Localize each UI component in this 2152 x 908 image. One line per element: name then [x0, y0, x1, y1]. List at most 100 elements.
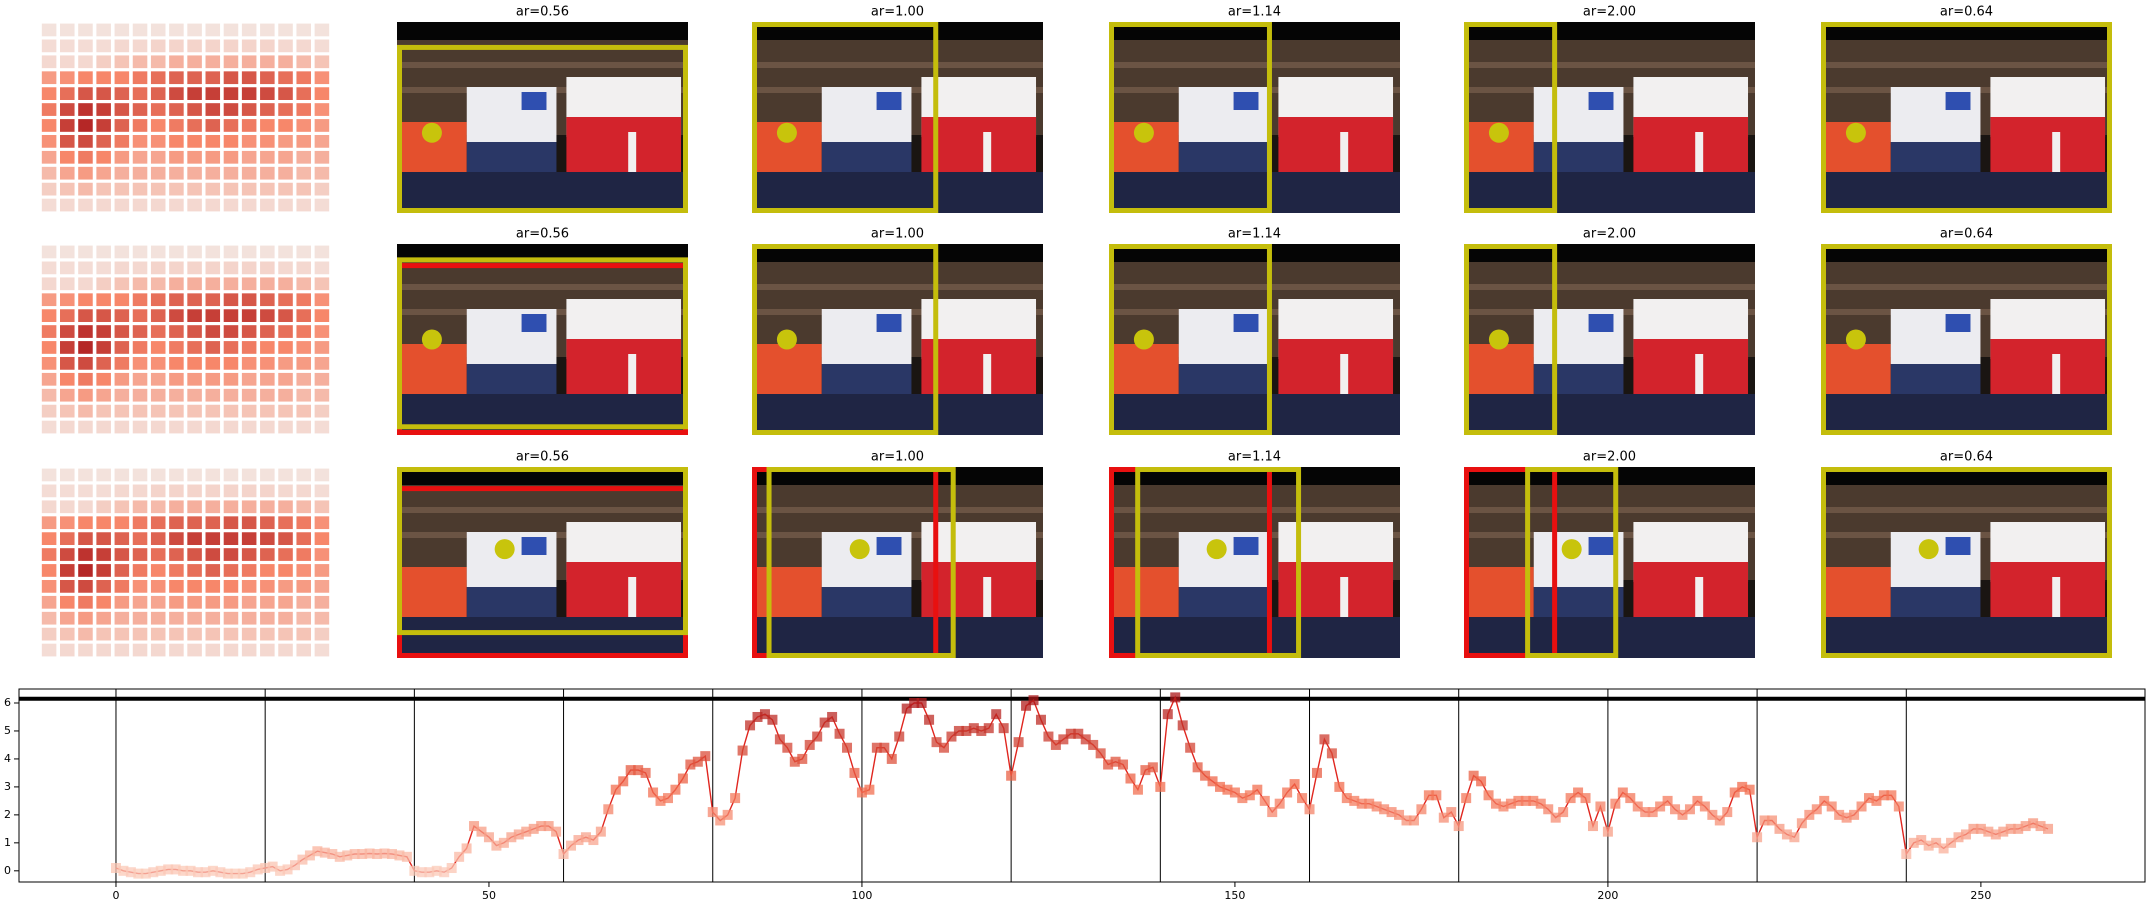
heatmap-cell: [187, 627, 202, 641]
heatmap-cell: [314, 182, 330, 196]
heatmap-cell: [96, 627, 111, 641]
heatmap-cell: [278, 643, 293, 657]
score-marker: [1871, 795, 1882, 806]
heatmap-cell: [278, 420, 293, 434]
score-marker: [1849, 809, 1860, 820]
focus-point: [1488, 122, 1509, 143]
heatmap-cell: [41, 420, 57, 434]
score-marker: [110, 863, 121, 874]
heatmap-cell: [41, 135, 57, 148]
score-marker: [976, 725, 987, 736]
heatmap-cell: [96, 611, 111, 625]
score-marker: [1274, 798, 1285, 809]
heatmap-cell: [187, 516, 202, 530]
heatmap-cell: [205, 182, 221, 196]
heatmap-cell: [278, 150, 293, 164]
heatmap-cell: [41, 484, 57, 498]
score-marker: [1647, 807, 1658, 818]
heatmap-cell: [205, 293, 221, 307]
heatmap-cell: [260, 372, 275, 386]
heatmap-cell: [296, 484, 311, 498]
heatmap-cell: [41, 548, 57, 561]
score-marker: [1229, 787, 1240, 798]
score-marker: [1423, 790, 1434, 801]
score-marker: [946, 731, 957, 742]
heatmap-cell: [241, 611, 257, 625]
heatmap-cell: [187, 39, 202, 53]
heatmap-cell: [150, 150, 166, 164]
heatmap-cell: [278, 309, 293, 322]
panel-title: ar=2.00: [1583, 227, 1636, 242]
heatmap-cell: [296, 261, 311, 275]
panel-title: ar=0.56: [516, 450, 569, 465]
score-marker: [193, 867, 204, 878]
heatmap-cell: [150, 71, 166, 85]
score-marker: [1006, 770, 1017, 781]
heatmap-cell: [132, 500, 148, 514]
heatmap-cell: [150, 548, 166, 561]
heatmap-cell: [314, 166, 330, 180]
heatmap-cell: [205, 309, 221, 322]
heatmap-cell: [60, 23, 75, 37]
heatmap-cell: [60, 103, 75, 116]
heatmap-cell: [132, 372, 148, 386]
heatmap-cell: [260, 388, 275, 402]
panel-title: ar=1.00: [871, 227, 924, 242]
score-marker: [2013, 823, 2024, 834]
score-marker: [737, 745, 748, 756]
heatmap-cell: [296, 388, 311, 402]
score-marker: [1916, 835, 1927, 846]
heatmap-cell: [223, 388, 239, 402]
heatmap-cell: [260, 87, 275, 100]
heatmap-cell: [150, 357, 166, 370]
photo: [1821, 467, 2112, 658]
heatmap-cell: [96, 293, 111, 307]
heatmap-cell: [241, 277, 257, 291]
heatmap-cell: [260, 595, 275, 609]
heatmap-cell: [96, 341, 111, 354]
heatmap-cell: [314, 103, 330, 116]
heatmap-cell: [78, 548, 93, 561]
heatmap-cell: [223, 357, 239, 370]
heatmap-cell: [314, 39, 330, 53]
heatmap-cell: [205, 564, 221, 577]
heatmap-cell: [169, 39, 184, 53]
score-marker: [1640, 807, 1651, 818]
heatmap-cell: [278, 404, 293, 418]
heatmap-cell: [169, 420, 184, 434]
score-marker: [1185, 742, 1196, 753]
panel-title: ar=1.14: [1228, 227, 1281, 242]
x-tick-label: 100: [851, 889, 872, 902]
heatmap-cell: [169, 198, 184, 212]
heatmap-cell: [296, 404, 311, 418]
heatmap-cell: [205, 500, 221, 514]
heatmap-cell: [187, 293, 202, 307]
heatmap-cell: [132, 548, 148, 561]
heatmap-cell: [205, 325, 221, 338]
heatmap-cell: [114, 55, 130, 69]
heatmap-cell: [60, 357, 75, 370]
score-marker: [1662, 795, 1673, 806]
heatmap-cell: [150, 516, 166, 530]
heatmap-cell: [223, 595, 239, 609]
heatmap-cell: [296, 627, 311, 641]
score-marker: [469, 821, 480, 832]
heatmap-cell: [78, 580, 93, 593]
heatmap-cell: [241, 341, 257, 354]
score-marker: [394, 850, 405, 861]
crop-box: [397, 44, 688, 213]
score-marker: [1453, 821, 1464, 832]
score-marker: [1297, 793, 1308, 804]
heatmap-cell: [205, 23, 221, 37]
x-tick-label: 200: [1597, 889, 1618, 902]
heatmap-cell: [205, 420, 221, 434]
score-marker: [1946, 837, 1957, 848]
score-marker: [1394, 809, 1405, 820]
heatmap-cell: [150, 39, 166, 53]
heatmap-cell: [114, 182, 130, 196]
heatmap-cell: [260, 404, 275, 418]
heatmap-cell: [132, 341, 148, 354]
heatmap-cell: [278, 39, 293, 53]
score-marker: [1416, 804, 1427, 815]
